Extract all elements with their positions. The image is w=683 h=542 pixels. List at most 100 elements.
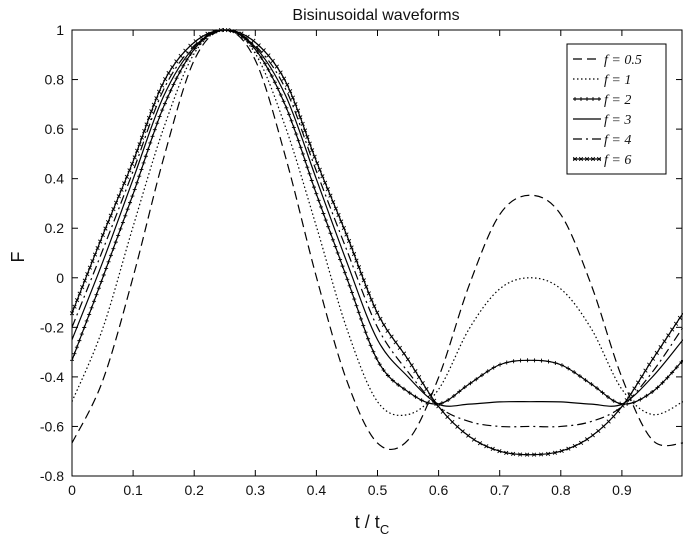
series-2-marker bbox=[595, 386, 600, 391]
series-2-marker bbox=[181, 63, 186, 68]
series-5-marker bbox=[98, 239, 103, 244]
series-2-marker bbox=[577, 374, 582, 379]
series-2-marker bbox=[539, 358, 544, 363]
series-line-5 bbox=[71, 29, 683, 456]
series-5-marker bbox=[154, 96, 159, 101]
series-5-marker bbox=[178, 53, 183, 59]
x-tick-label: 0.8 bbox=[551, 482, 571, 498]
plot-area: 0 0.1 0.2 0.3 0.4 0.5 0.6 0.7 0.8 0.9 -0.8 -0.6 -0.4… bbox=[40, 22, 683, 498]
series-2-marker bbox=[125, 207, 130, 212]
series-5-marker bbox=[310, 148, 315, 153]
series-5-marker bbox=[92, 252, 98, 257]
series-5-marker bbox=[142, 128, 147, 134]
legend-marker-5 bbox=[584, 156, 590, 162]
series-5-marker bbox=[298, 115, 303, 120]
y-tick-label: 0.8 bbox=[45, 72, 65, 88]
y-tick-label: -0.2 bbox=[40, 319, 64, 335]
series-5-marker bbox=[139, 135, 145, 140]
legend-marker-2 bbox=[597, 97, 601, 101]
series-2-marker bbox=[323, 218, 328, 223]
series-5-marker bbox=[105, 219, 111, 225]
series-2-marker bbox=[255, 50, 260, 55]
series-2-marker bbox=[143, 154, 148, 159]
series-5-marker bbox=[149, 109, 154, 114]
series-2-marker bbox=[137, 174, 142, 179]
series-2-marker bbox=[162, 101, 167, 106]
series-2-marker bbox=[665, 375, 670, 380]
series-2-marker bbox=[474, 377, 479, 382]
series-5-marker bbox=[225, 28, 231, 33]
x-axis-title-subscript: C bbox=[380, 522, 389, 537]
series-5-marker bbox=[397, 345, 402, 351]
x-tick-label: 0.5 bbox=[368, 482, 388, 498]
series-2-marker bbox=[104, 266, 109, 271]
series-5-marker bbox=[288, 89, 293, 94]
x-tick-label: 0.1 bbox=[123, 482, 143, 498]
series-5-marker bbox=[385, 328, 390, 333]
series-2-marker bbox=[396, 382, 401, 387]
series-5-marker bbox=[285, 82, 290, 87]
x-tick-label: 0.4 bbox=[307, 482, 327, 498]
series-2-marker bbox=[638, 397, 643, 402]
series-2-marker bbox=[326, 224, 331, 229]
series-5-marker bbox=[325, 187, 330, 192]
series-2-marker bbox=[674, 365, 679, 370]
series-2-marker bbox=[644, 393, 649, 398]
series-5-marker bbox=[432, 398, 437, 403]
legend-label-5: f = 6 bbox=[604, 153, 631, 168]
series-2-marker bbox=[345, 277, 350, 282]
series-5-marker bbox=[256, 43, 261, 48]
x-tick-label: 0.7 bbox=[490, 482, 510, 498]
series-2-marker bbox=[354, 303, 359, 308]
series-2-marker bbox=[116, 233, 121, 238]
series-2-marker bbox=[160, 108, 165, 113]
series-2-marker bbox=[157, 114, 162, 119]
series-5-marker bbox=[632, 386, 637, 391]
series-5-marker bbox=[270, 58, 275, 63]
series-2-marker bbox=[284, 105, 289, 110]
series-2-marker bbox=[600, 390, 605, 395]
series-5-marker bbox=[393, 340, 398, 345]
series-2-marker bbox=[298, 145, 303, 150]
series-2-marker bbox=[316, 198, 321, 203]
series-2-marker bbox=[366, 336, 371, 341]
series-5-marker bbox=[601, 424, 606, 429]
series-5-marker bbox=[199, 34, 204, 40]
series-5-marker bbox=[274, 64, 279, 69]
series-5-marker bbox=[616, 409, 621, 414]
series-5-marker bbox=[95, 245, 100, 251]
series-2-marker bbox=[171, 82, 176, 87]
series-2-marker bbox=[309, 178, 314, 183]
series-5-marker bbox=[545, 451, 551, 456]
series-2-marker bbox=[106, 259, 111, 264]
series-5-marker bbox=[510, 451, 516, 457]
series-2-marker bbox=[108, 253, 113, 258]
series-5-marker bbox=[305, 134, 310, 140]
series-5-marker bbox=[116, 194, 121, 199]
series-5-marker bbox=[497, 449, 502, 454]
series-5-marker bbox=[424, 386, 429, 392]
legend-marker-5 bbox=[578, 156, 584, 162]
series-5-marker bbox=[364, 284, 369, 289]
series-2-marker bbox=[335, 250, 340, 255]
series-5-marker bbox=[166, 70, 171, 76]
series-5-marker bbox=[559, 448, 564, 454]
series-5-marker bbox=[524, 452, 530, 457]
y-tick-label: -0.8 bbox=[40, 468, 64, 484]
series-line-1 bbox=[71, 29, 683, 417]
legend-label-4: f = 4 bbox=[604, 133, 631, 148]
series-2-marker bbox=[165, 95, 170, 100]
series-5-marker bbox=[159, 83, 165, 88]
series-2-marker bbox=[518, 358, 523, 363]
series-2-marker bbox=[660, 380, 665, 385]
series-2-marker bbox=[349, 290, 354, 295]
series-2-marker bbox=[148, 140, 153, 145]
series-2-marker bbox=[330, 237, 335, 242]
series-5-marker bbox=[174, 59, 179, 64]
series-2-marker bbox=[89, 305, 94, 310]
series-2-marker bbox=[72, 351, 77, 356]
series-2-marker bbox=[289, 118, 294, 123]
series-5-marker bbox=[606, 419, 611, 424]
series-5-marker bbox=[328, 193, 333, 198]
